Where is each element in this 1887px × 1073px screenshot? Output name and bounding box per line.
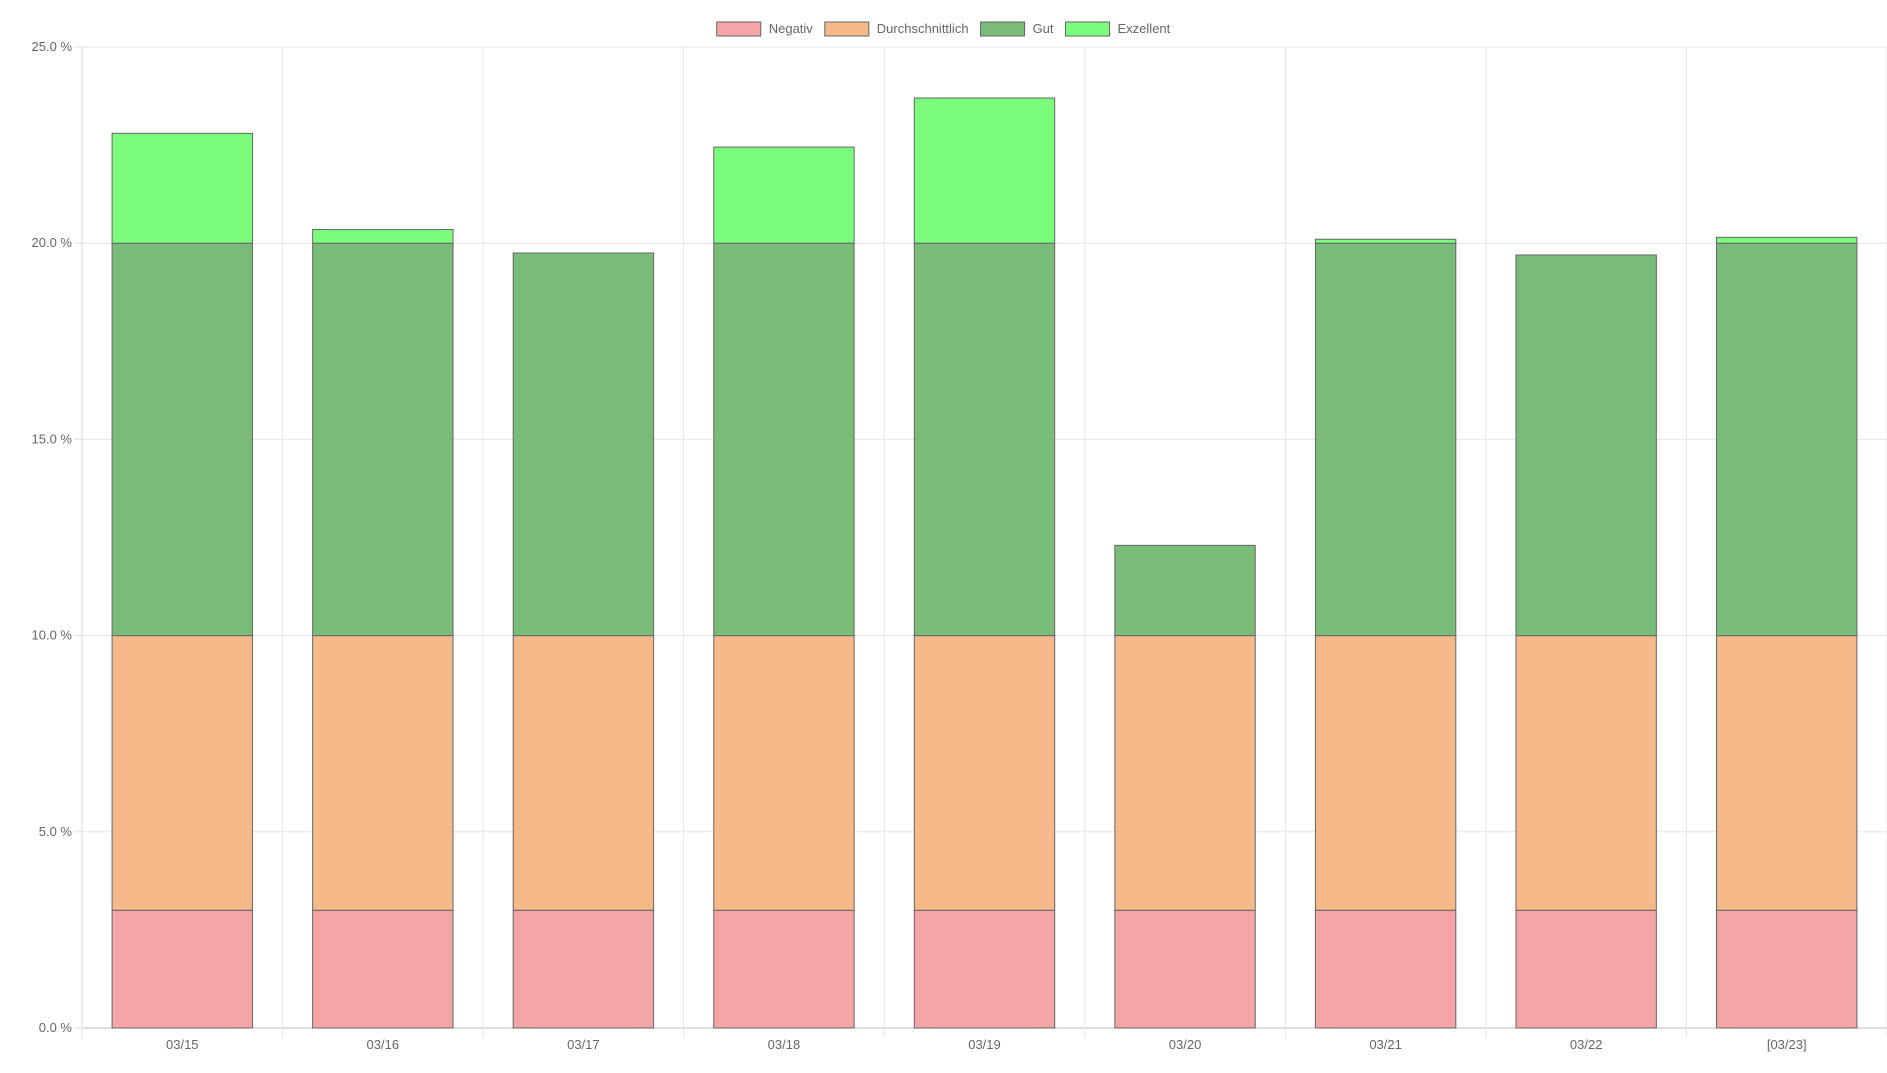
bar-negativ xyxy=(1114,909,1256,1029)
bar-exzellent xyxy=(312,228,454,244)
bar-durchschnittlich xyxy=(111,635,253,911)
x-tick-label: 03/22 xyxy=(1570,1037,1603,1052)
x-tick-label: 03/16 xyxy=(367,1037,400,1052)
bar-exzellent xyxy=(1314,238,1457,244)
legend-label-durchschnittlich: Durchschnittlich xyxy=(877,21,969,36)
bar-negativ xyxy=(512,909,655,1029)
axes: 0.0 % 5.0 % 10.0 % 15.0 % 20.0 % 25.0 % 03/15 0… xyxy=(32,39,1807,1052)
bar-negativ xyxy=(1716,909,1858,1029)
x-tick-label: 03/19 xyxy=(968,1037,1001,1052)
legend-swatch-durchschnittlich xyxy=(824,21,870,37)
bar-negativ xyxy=(1515,909,1657,1029)
bar-gut xyxy=(512,252,655,637)
bar-negativ xyxy=(312,909,454,1029)
x-tick-label: 03/21 xyxy=(1369,1037,1402,1052)
bar-exzellent xyxy=(1716,236,1858,244)
legend-label-exzellent: Exzellent xyxy=(1118,21,1171,36)
legend-swatch-exzellent xyxy=(1065,21,1111,37)
bar-gut xyxy=(312,242,454,637)
x-tick-label: [03/23] xyxy=(1767,1037,1807,1052)
bar-durchschnittlich xyxy=(713,635,855,911)
bar-gut xyxy=(713,242,855,637)
bar-durchschnittlich xyxy=(1114,635,1256,911)
bar-gut xyxy=(1515,254,1657,637)
x-tick-label: 03/18 xyxy=(768,1037,801,1052)
bar-durchschnittlich xyxy=(913,635,1056,911)
y-tick-label: 20.0 % xyxy=(32,235,73,250)
legend-swatch-gut xyxy=(980,21,1026,37)
legend-swatch-negativ xyxy=(716,21,762,37)
legend: Negativ Durchschnittlich Gut Exzellent xyxy=(716,21,1171,37)
bar-durchschnittlich xyxy=(1314,635,1457,911)
legend-label-gut: Gut xyxy=(1033,21,1054,36)
y-tick-label: 0.0 % xyxy=(39,1020,73,1035)
bar-durchschnittlich xyxy=(1716,635,1858,911)
bar-negativ xyxy=(913,909,1056,1029)
bar-negativ xyxy=(111,909,253,1029)
bar-exzellent xyxy=(913,97,1056,244)
y-tick-label: 5.0 % xyxy=(39,824,73,839)
bar-gut xyxy=(1716,242,1858,637)
bars xyxy=(111,97,1858,1029)
y-tick-label: 10.0 % xyxy=(32,628,73,643)
legend-label-negativ: Negativ xyxy=(769,21,814,36)
bar-exzellent xyxy=(713,146,855,244)
bar-gut xyxy=(1314,242,1457,637)
y-tick-label: 15.0 % xyxy=(32,431,73,446)
y-tick-label: 25.0 % xyxy=(32,39,73,54)
bar-gut xyxy=(111,242,253,637)
bar-gut xyxy=(1114,544,1256,637)
bar-gut xyxy=(913,242,1056,637)
x-tick-label: 03/20 xyxy=(1169,1037,1202,1052)
bar-negativ xyxy=(1314,909,1457,1029)
x-tick-label: 03/15 xyxy=(166,1037,199,1052)
bar-negativ xyxy=(713,909,855,1029)
bar-durchschnittlich xyxy=(1515,635,1657,911)
bar-durchschnittlich xyxy=(312,635,454,911)
x-tick-label: 03/17 xyxy=(567,1037,600,1052)
bar-exzellent xyxy=(111,132,253,244)
bar-durchschnittlich xyxy=(512,635,655,911)
